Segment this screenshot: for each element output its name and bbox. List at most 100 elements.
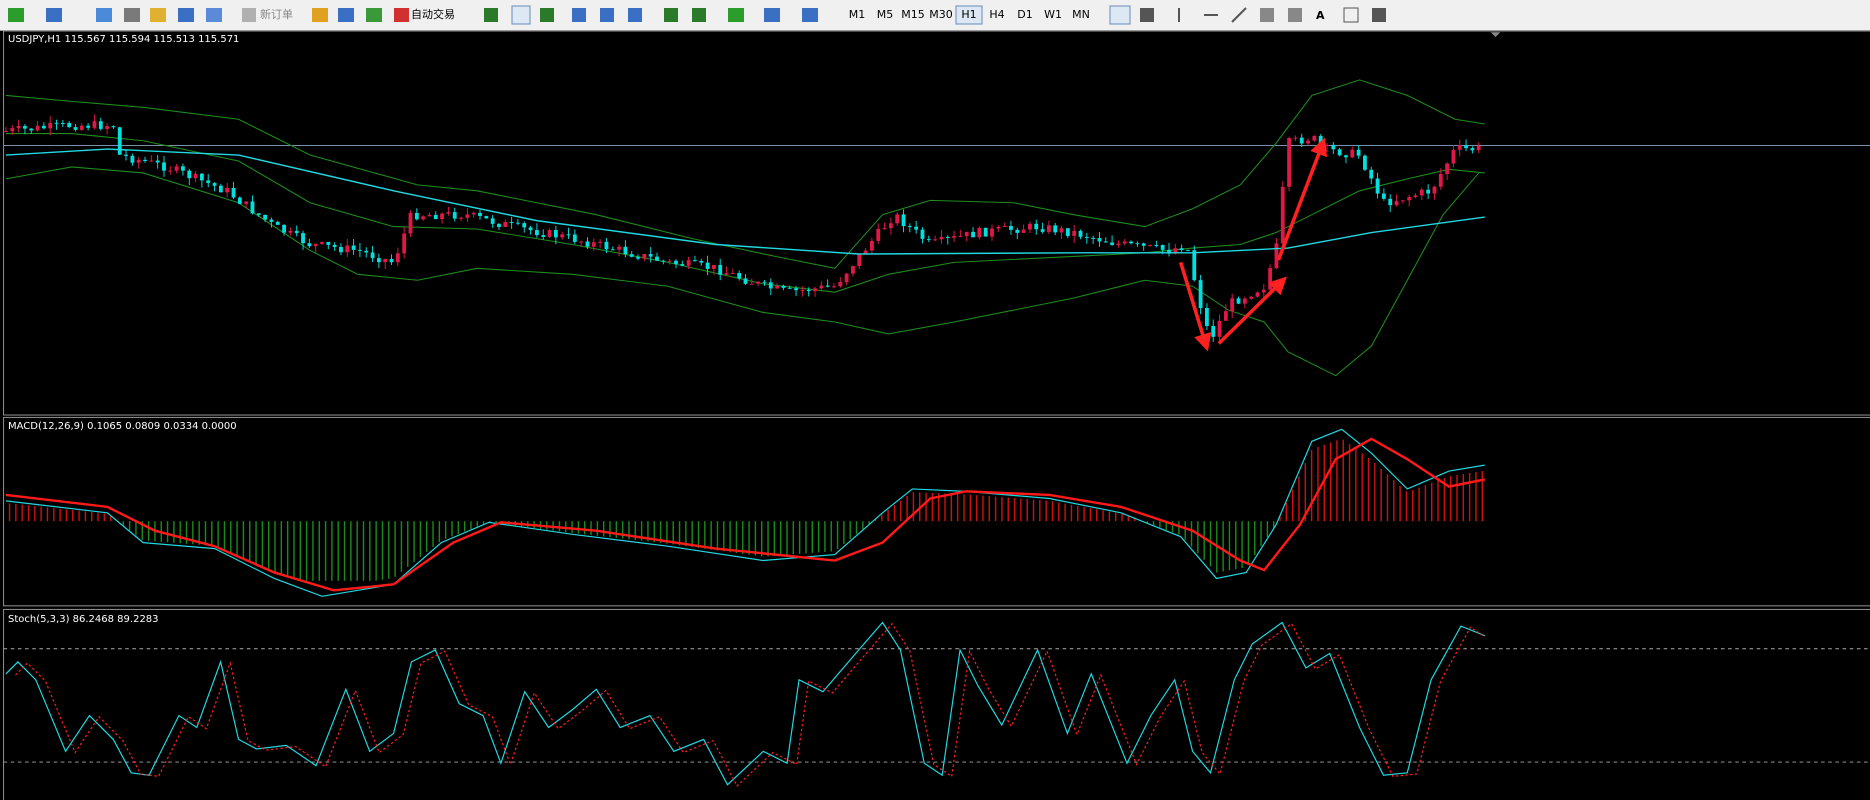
- arrows-button[interactable]: [1372, 8, 1386, 22]
- candle-body: [250, 201, 255, 214]
- line-chart-button[interactable]: [540, 8, 554, 22]
- timeframe-button[interactable]: M5: [877, 8, 894, 21]
- candle-body: [724, 273, 729, 275]
- periods-button[interactable]: [764, 8, 780, 22]
- candle-body: [718, 264, 723, 275]
- new-chart-button[interactable]: [8, 8, 24, 22]
- timeframe-button[interactable]: D1: [1017, 8, 1032, 21]
- cursor-button[interactable]: [1109, 5, 1131, 25]
- candle-body: [680, 264, 685, 266]
- candle-body: [1350, 149, 1355, 158]
- vertical-line-button[interactable]: [1178, 8, 1180, 22]
- candle-body: [667, 260, 672, 262]
- candle-body: [1211, 325, 1216, 337]
- candle-body: [155, 160, 160, 163]
- candle-body: [604, 241, 609, 250]
- candle-body: [1268, 268, 1273, 290]
- options-button[interactable]: [338, 8, 354, 22]
- macd-signal-line: [5, 437, 1486, 592]
- candle-body: [225, 187, 230, 193]
- channel-button[interactable]: [1260, 8, 1274, 22]
- profiles-button[interactable]: [46, 8, 62, 22]
- candle-body: [535, 230, 539, 236]
- auto-trading-label[interactable]: 自动交易: [411, 7, 455, 21]
- candle-body: [674, 260, 678, 265]
- macd-main-line: [5, 428, 1485, 597]
- navigator-button[interactable]: [150, 8, 166, 22]
- timeframe-button[interactable]: H4: [989, 8, 1004, 21]
- crosshair-button[interactable]: [1140, 8, 1154, 22]
- candle-body: [1160, 245, 1165, 250]
- timeframe-button[interactable]: M1: [849, 8, 866, 21]
- timeframe-button[interactable]: M30: [929, 8, 953, 21]
- timeframe-button[interactable]: W1: [1044, 8, 1062, 21]
- bar-chart-button[interactable]: [484, 8, 498, 22]
- candle-body: [806, 289, 811, 292]
- indicators-button[interactable]: [728, 8, 744, 22]
- bollinger-lower: [5, 166, 1480, 377]
- candle-body: [522, 223, 527, 228]
- stoch-panel-label: Stoch(5,3,3) 86.2468 89.2283: [8, 614, 159, 625]
- candle-body: [1407, 197, 1412, 201]
- shift-button[interactable]: [692, 8, 706, 22]
- timeframe-button[interactable]: H1: [961, 8, 976, 21]
- horizontal-line-button[interactable]: [1204, 14, 1218, 16]
- candle-body: [1173, 248, 1178, 254]
- candle-body: [1059, 228, 1064, 233]
- market-watch-button[interactable]: [96, 8, 112, 22]
- candle-body: [60, 122, 65, 124]
- zoom-in-button[interactable]: [572, 8, 586, 22]
- tester-button[interactable]: [206, 8, 222, 22]
- candle-body: [1154, 245, 1159, 246]
- candle-body: [433, 214, 438, 220]
- text-tool-button[interactable]: A: [1316, 9, 1325, 22]
- candle-body: [1065, 228, 1070, 236]
- metaeditor-button[interactable]: [312, 8, 328, 22]
- label-button[interactable]: [1343, 7, 1359, 23]
- candle-body: [465, 214, 470, 218]
- candle-body: [629, 254, 634, 257]
- zoom-out-button[interactable]: [600, 8, 614, 22]
- candle-chart-button[interactable]: [511, 5, 531, 25]
- candle-body: [1148, 245, 1152, 246]
- candle-body: [1002, 225, 1007, 227]
- candle-body: [528, 227, 533, 231]
- candle-body: [446, 212, 451, 214]
- candle-body: [541, 235, 546, 237]
- data-window-button[interactable]: [124, 8, 140, 22]
- candle-body: [41, 125, 46, 129]
- candle-body: [642, 254, 647, 259]
- candle-body: [870, 240, 874, 251]
- candle-body: [35, 125, 40, 131]
- candle-body: [844, 273, 849, 283]
- candle-body: [332, 244, 337, 247]
- candle-body: [181, 166, 185, 171]
- candle-body: [1369, 169, 1374, 179]
- fibonacci-button[interactable]: [1288, 8, 1302, 22]
- signals-button[interactable]: [366, 8, 382, 22]
- candle-body: [926, 238, 931, 240]
- templates-button[interactable]: [802, 8, 818, 22]
- trendline-button[interactable]: [1231, 7, 1247, 23]
- candle-body: [358, 249, 362, 251]
- macd-panel-label: MACD(12,26,9) 0.1065 0.0809 0.0334 0.000…: [8, 421, 237, 432]
- timeframe-button[interactable]: M15: [901, 8, 925, 21]
- candle-body: [572, 234, 577, 242]
- tile-button[interactable]: [628, 8, 642, 22]
- candle-body: [1464, 145, 1468, 149]
- candle-body: [124, 154, 128, 156]
- candle-body: [1419, 189, 1424, 196]
- candle-body: [79, 125, 84, 130]
- candle-body: [1091, 237, 1096, 239]
- candle-body: [1261, 289, 1266, 293]
- candle-body: [775, 285, 780, 289]
- candle-body: [996, 226, 1001, 229]
- candle-body: [1356, 149, 1361, 156]
- timeframe-button[interactable]: MN: [1072, 8, 1090, 21]
- terminal-button[interactable]: [178, 8, 194, 22]
- scroll-button[interactable]: [664, 8, 678, 22]
- new-order-label[interactable]: 新订单: [260, 7, 293, 21]
- candle-body: [730, 273, 735, 274]
- candle-body: [269, 219, 274, 222]
